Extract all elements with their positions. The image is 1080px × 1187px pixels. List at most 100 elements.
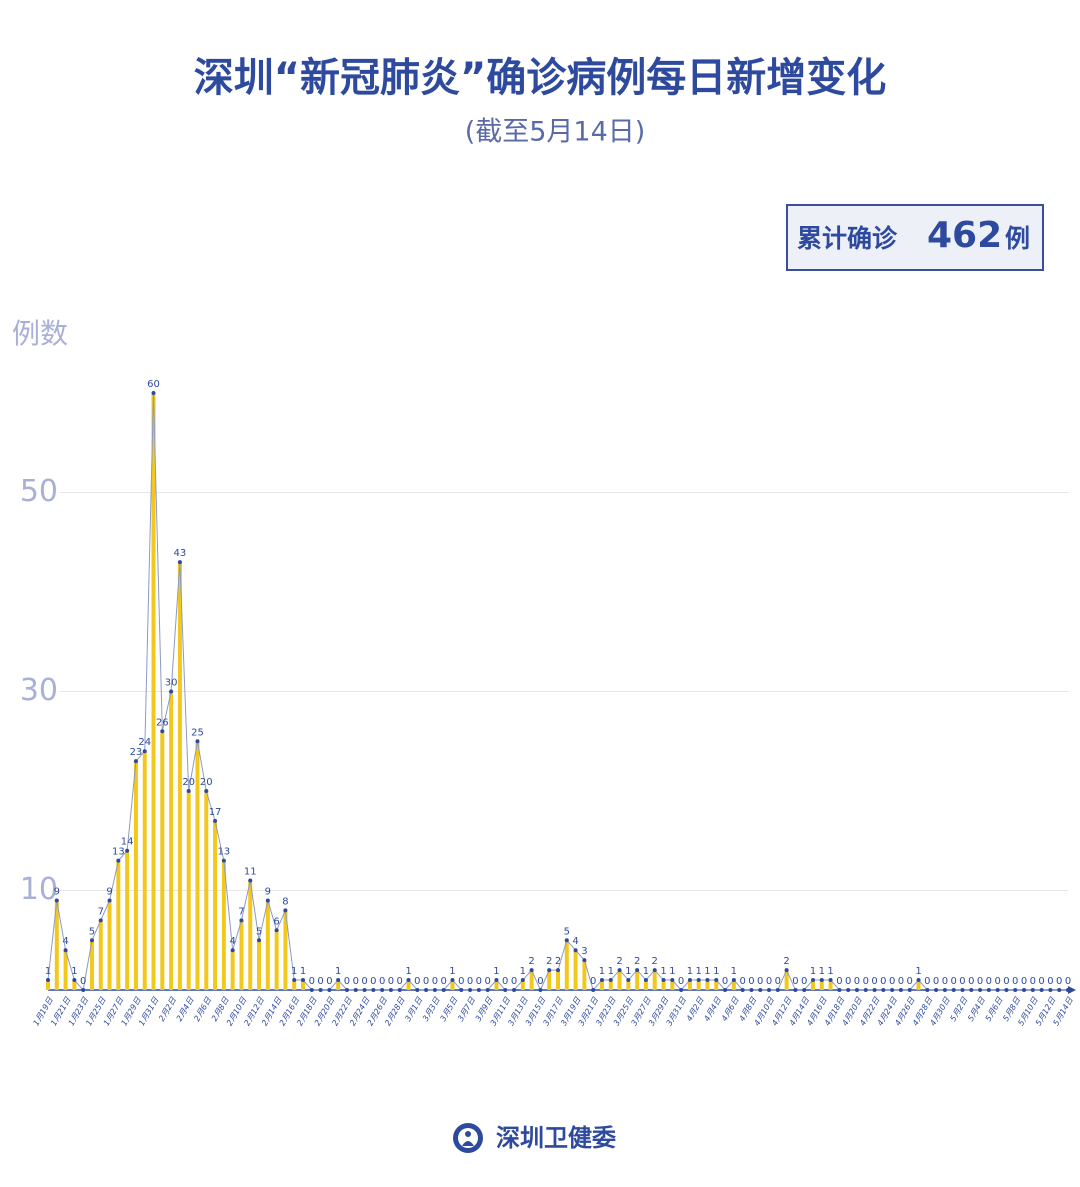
value-label: 0 bbox=[968, 976, 974, 987]
bar bbox=[89, 940, 94, 990]
point bbox=[556, 968, 560, 973]
point bbox=[898, 988, 903, 992]
value-label: 7 bbox=[98, 906, 104, 917]
point bbox=[221, 858, 226, 863]
point bbox=[564, 938, 569, 943]
point bbox=[969, 988, 974, 992]
point bbox=[292, 978, 297, 983]
bar bbox=[265, 900, 270, 990]
value-label: 2 bbox=[652, 956, 658, 967]
value-label: 4 bbox=[572, 936, 578, 947]
value-label: 1 bbox=[810, 966, 816, 977]
value-label: 0 bbox=[397, 976, 403, 987]
point bbox=[775, 988, 780, 992]
point bbox=[784, 968, 789, 973]
point bbox=[63, 948, 68, 953]
value-label: 0 bbox=[880, 976, 886, 987]
bar bbox=[617, 970, 622, 990]
value-label: 0 bbox=[1065, 976, 1071, 987]
value-label: 0 bbox=[942, 976, 948, 987]
point bbox=[652, 968, 657, 973]
value-label: 0 bbox=[388, 976, 394, 987]
value-label: 43 bbox=[174, 548, 187, 559]
bar bbox=[635, 970, 640, 990]
value-label: 6 bbox=[273, 916, 279, 927]
bar bbox=[213, 820, 218, 990]
total-box bbox=[786, 204, 1044, 271]
point bbox=[46, 978, 50, 983]
bar bbox=[336, 980, 341, 990]
bar bbox=[652, 970, 657, 990]
point bbox=[925, 988, 930, 992]
bar bbox=[186, 791, 191, 990]
point bbox=[661, 978, 666, 983]
value-label: 9 bbox=[106, 886, 112, 897]
bar bbox=[221, 860, 226, 990]
chart-title: 深圳“新冠肺炎”确诊病例每日新增变化 bbox=[194, 55, 887, 101]
point bbox=[186, 789, 191, 793]
value-label: 0 bbox=[836, 976, 842, 987]
source: 深圳卫健委 bbox=[496, 1124, 616, 1152]
value-label: 23 bbox=[130, 747, 143, 758]
value-label: 13 bbox=[112, 847, 125, 858]
bar bbox=[643, 980, 648, 990]
bar bbox=[257, 940, 262, 990]
bar bbox=[494, 980, 499, 990]
value-label: 0 bbox=[80, 976, 86, 987]
bar bbox=[811, 980, 815, 990]
point bbox=[89, 938, 94, 943]
bar bbox=[696, 980, 701, 990]
value-label: 0 bbox=[414, 976, 420, 987]
bar bbox=[248, 880, 253, 990]
value-label: 1 bbox=[704, 966, 710, 977]
point bbox=[1013, 988, 1018, 992]
bar bbox=[195, 741, 200, 990]
value-label: 0 bbox=[977, 976, 983, 987]
chart-subtitle: (截至5月14日) bbox=[465, 117, 646, 148]
bar bbox=[520, 980, 525, 990]
bar bbox=[301, 980, 305, 990]
point bbox=[318, 988, 323, 992]
point bbox=[934, 988, 939, 992]
value-label: 14 bbox=[121, 837, 134, 848]
value-label: 1 bbox=[405, 966, 411, 977]
point bbox=[1057, 988, 1062, 992]
bar bbox=[274, 930, 279, 990]
bar bbox=[116, 860, 121, 990]
value-label: 0 bbox=[1030, 976, 1036, 987]
point bbox=[116, 858, 121, 863]
value-label: 1 bbox=[687, 966, 693, 977]
bar bbox=[529, 970, 534, 990]
point bbox=[72, 978, 77, 983]
value-label: 2 bbox=[616, 956, 622, 967]
point bbox=[687, 978, 692, 983]
value-label: 0 bbox=[502, 976, 508, 987]
value-label: 0 bbox=[845, 976, 851, 987]
value-label: 0 bbox=[1056, 976, 1062, 987]
point bbox=[336, 978, 341, 983]
value-label: 8 bbox=[282, 896, 288, 907]
value-label: 5 bbox=[564, 926, 570, 937]
value-label: 1 bbox=[71, 966, 77, 977]
value-label: 7 bbox=[238, 906, 244, 917]
bar bbox=[133, 761, 138, 990]
value-label: 5 bbox=[89, 926, 95, 937]
point bbox=[309, 988, 314, 992]
point bbox=[125, 848, 130, 853]
value-label: 30 bbox=[165, 678, 178, 689]
point bbox=[432, 988, 437, 992]
point bbox=[213, 818, 218, 823]
value-label: 0 bbox=[678, 976, 684, 987]
value-label: 0 bbox=[326, 976, 332, 987]
bar bbox=[573, 950, 578, 990]
bar bbox=[714, 980, 719, 990]
point bbox=[177, 560, 182, 565]
point bbox=[503, 988, 508, 992]
point bbox=[142, 749, 147, 754]
bar bbox=[230, 950, 235, 990]
point bbox=[723, 988, 728, 992]
point bbox=[1022, 988, 1027, 992]
point bbox=[248, 878, 253, 883]
point bbox=[160, 729, 165, 734]
value-label: 0 bbox=[775, 976, 781, 987]
